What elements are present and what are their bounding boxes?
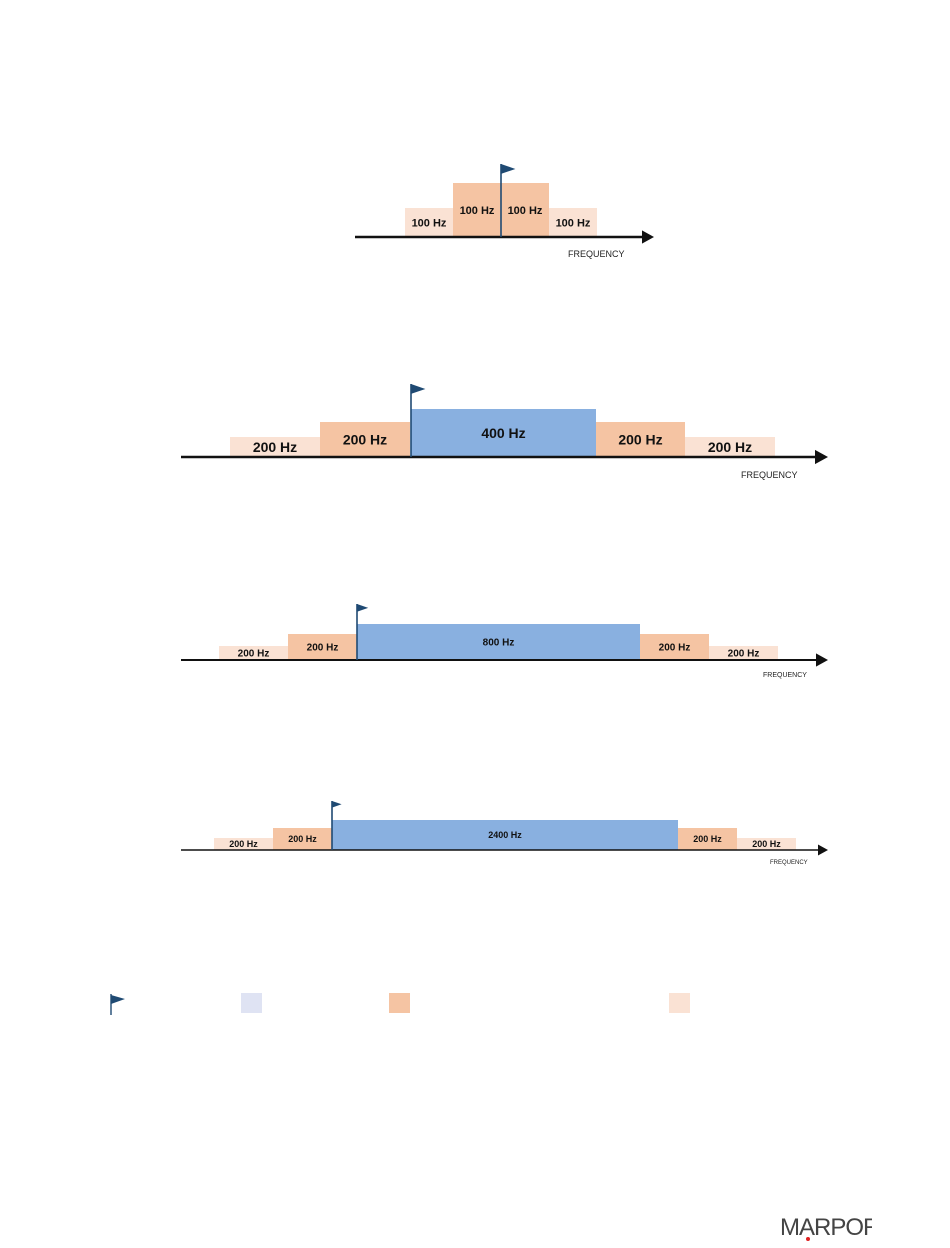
band-rect [288, 634, 357, 660]
axis-arrow-icon [816, 653, 828, 667]
band-light: 100 Hz [405, 208, 453, 237]
band-rect [320, 422, 410, 457]
flag-icon [111, 995, 125, 1004]
band-rect [640, 634, 709, 660]
band-rect [219, 646, 288, 660]
band-deep: 200 Hz [273, 828, 332, 850]
frequency-axis-label: FREQUENCY [741, 470, 798, 480]
band-light: 200 Hz [737, 838, 796, 850]
frequency-axis-label: FREQUENCY [568, 249, 625, 259]
diagram-1: 100 Hz 100 Hz 100 Hz 100 Hz FREQUENCY [355, 164, 654, 259]
band-rect [411, 409, 596, 457]
band-label: 200 Hz [229, 839, 258, 849]
band-rect [678, 828, 737, 850]
band-rect [709, 646, 778, 660]
frequency-axis-label: FREQUENCY [763, 672, 807, 679]
band-light: 200 Hz [214, 838, 273, 850]
diagram-4: 200 Hz 200 Hz 2400 Hz 200 Hz 200 Hz FREQUENCY [181, 801, 828, 866]
band-label: 200 Hz [343, 432, 387, 448]
marport-logo: MARPORT [780, 1210, 895, 1242]
band-deep: 200 Hz [596, 422, 685, 457]
flag-icon [411, 384, 426, 394]
band-rect [596, 422, 685, 457]
band-rect [332, 820, 678, 850]
band-label: 2400 Hz [488, 830, 522, 840]
deep-peach-swatch [389, 993, 410, 1013]
band-label: 400 Hz [481, 425, 525, 441]
logo-dot [806, 1237, 810, 1241]
band-deep: 200 Hz [288, 634, 357, 660]
band-label: 200 Hz [708, 439, 752, 455]
band-label: 100 Hz [460, 205, 495, 217]
band-label: 200 Hz [238, 649, 270, 660]
band-rect [453, 183, 501, 237]
band-rect [737, 838, 796, 850]
legend [110, 993, 690, 1015]
band-light: 200 Hz [219, 646, 288, 660]
band-label: 800 Hz [483, 638, 515, 649]
axis-arrow-icon [818, 844, 828, 856]
band-label: 100 Hz [508, 205, 543, 217]
band-light: 200 Hz [709, 646, 778, 660]
light-peach-swatch [669, 993, 690, 1013]
band-light: 100 Hz [549, 208, 597, 237]
band-label: 200 Hz [253, 439, 297, 455]
band-light: 200 Hz [230, 437, 320, 457]
band-label: 200 Hz [659, 643, 691, 654]
axis-arrow-icon [815, 449, 828, 465]
blue-swatch [241, 993, 262, 1013]
axis-arrow-icon [642, 230, 654, 244]
band-light: 200 Hz [685, 437, 775, 457]
band-label: 200 Hz [307, 643, 339, 654]
band-label: 200 Hz [288, 834, 317, 844]
diagram-3: 200 Hz 200 Hz 800 Hz 200 Hz 200 Hz FREQUENCY [181, 604, 828, 679]
band-rect [405, 208, 453, 237]
band-deep: 100 Hz [501, 183, 549, 237]
band-label: 100 Hz [412, 217, 447, 229]
band-rect [549, 208, 597, 237]
band-label: 200 Hz [728, 649, 760, 660]
band-label: 200 Hz [693, 834, 722, 844]
band-blue: 2400 Hz [332, 820, 678, 850]
band-label: 100 Hz [556, 217, 591, 229]
flag-icon [332, 801, 342, 808]
band-deep: 200 Hz [678, 828, 737, 850]
band-label: 200 Hz [618, 432, 662, 448]
band-rect [214, 838, 273, 850]
flag-icon [357, 604, 369, 612]
flag-icon [501, 164, 516, 174]
band-rect [685, 437, 775, 457]
band-rect [357, 624, 640, 660]
band-blue: 400 Hz [411, 409, 596, 457]
band-blue: 800 Hz [357, 624, 640, 660]
band-rect [230, 437, 320, 457]
band-rect [501, 183, 549, 237]
frequency-axis-label: FREQUENCY [770, 860, 808, 866]
diagram-2: 200 Hz 200 Hz 400 Hz 200 Hz 200 Hz FREQUENCY [181, 384, 828, 480]
band-label: 200 Hz [752, 839, 781, 849]
band-deep: 100 Hz [453, 183, 501, 237]
band-deep: 200 Hz [640, 634, 709, 660]
logo-text: MARPORT [780, 1214, 872, 1241]
band-rect [273, 828, 332, 850]
band-deep: 200 Hz [320, 422, 410, 457]
